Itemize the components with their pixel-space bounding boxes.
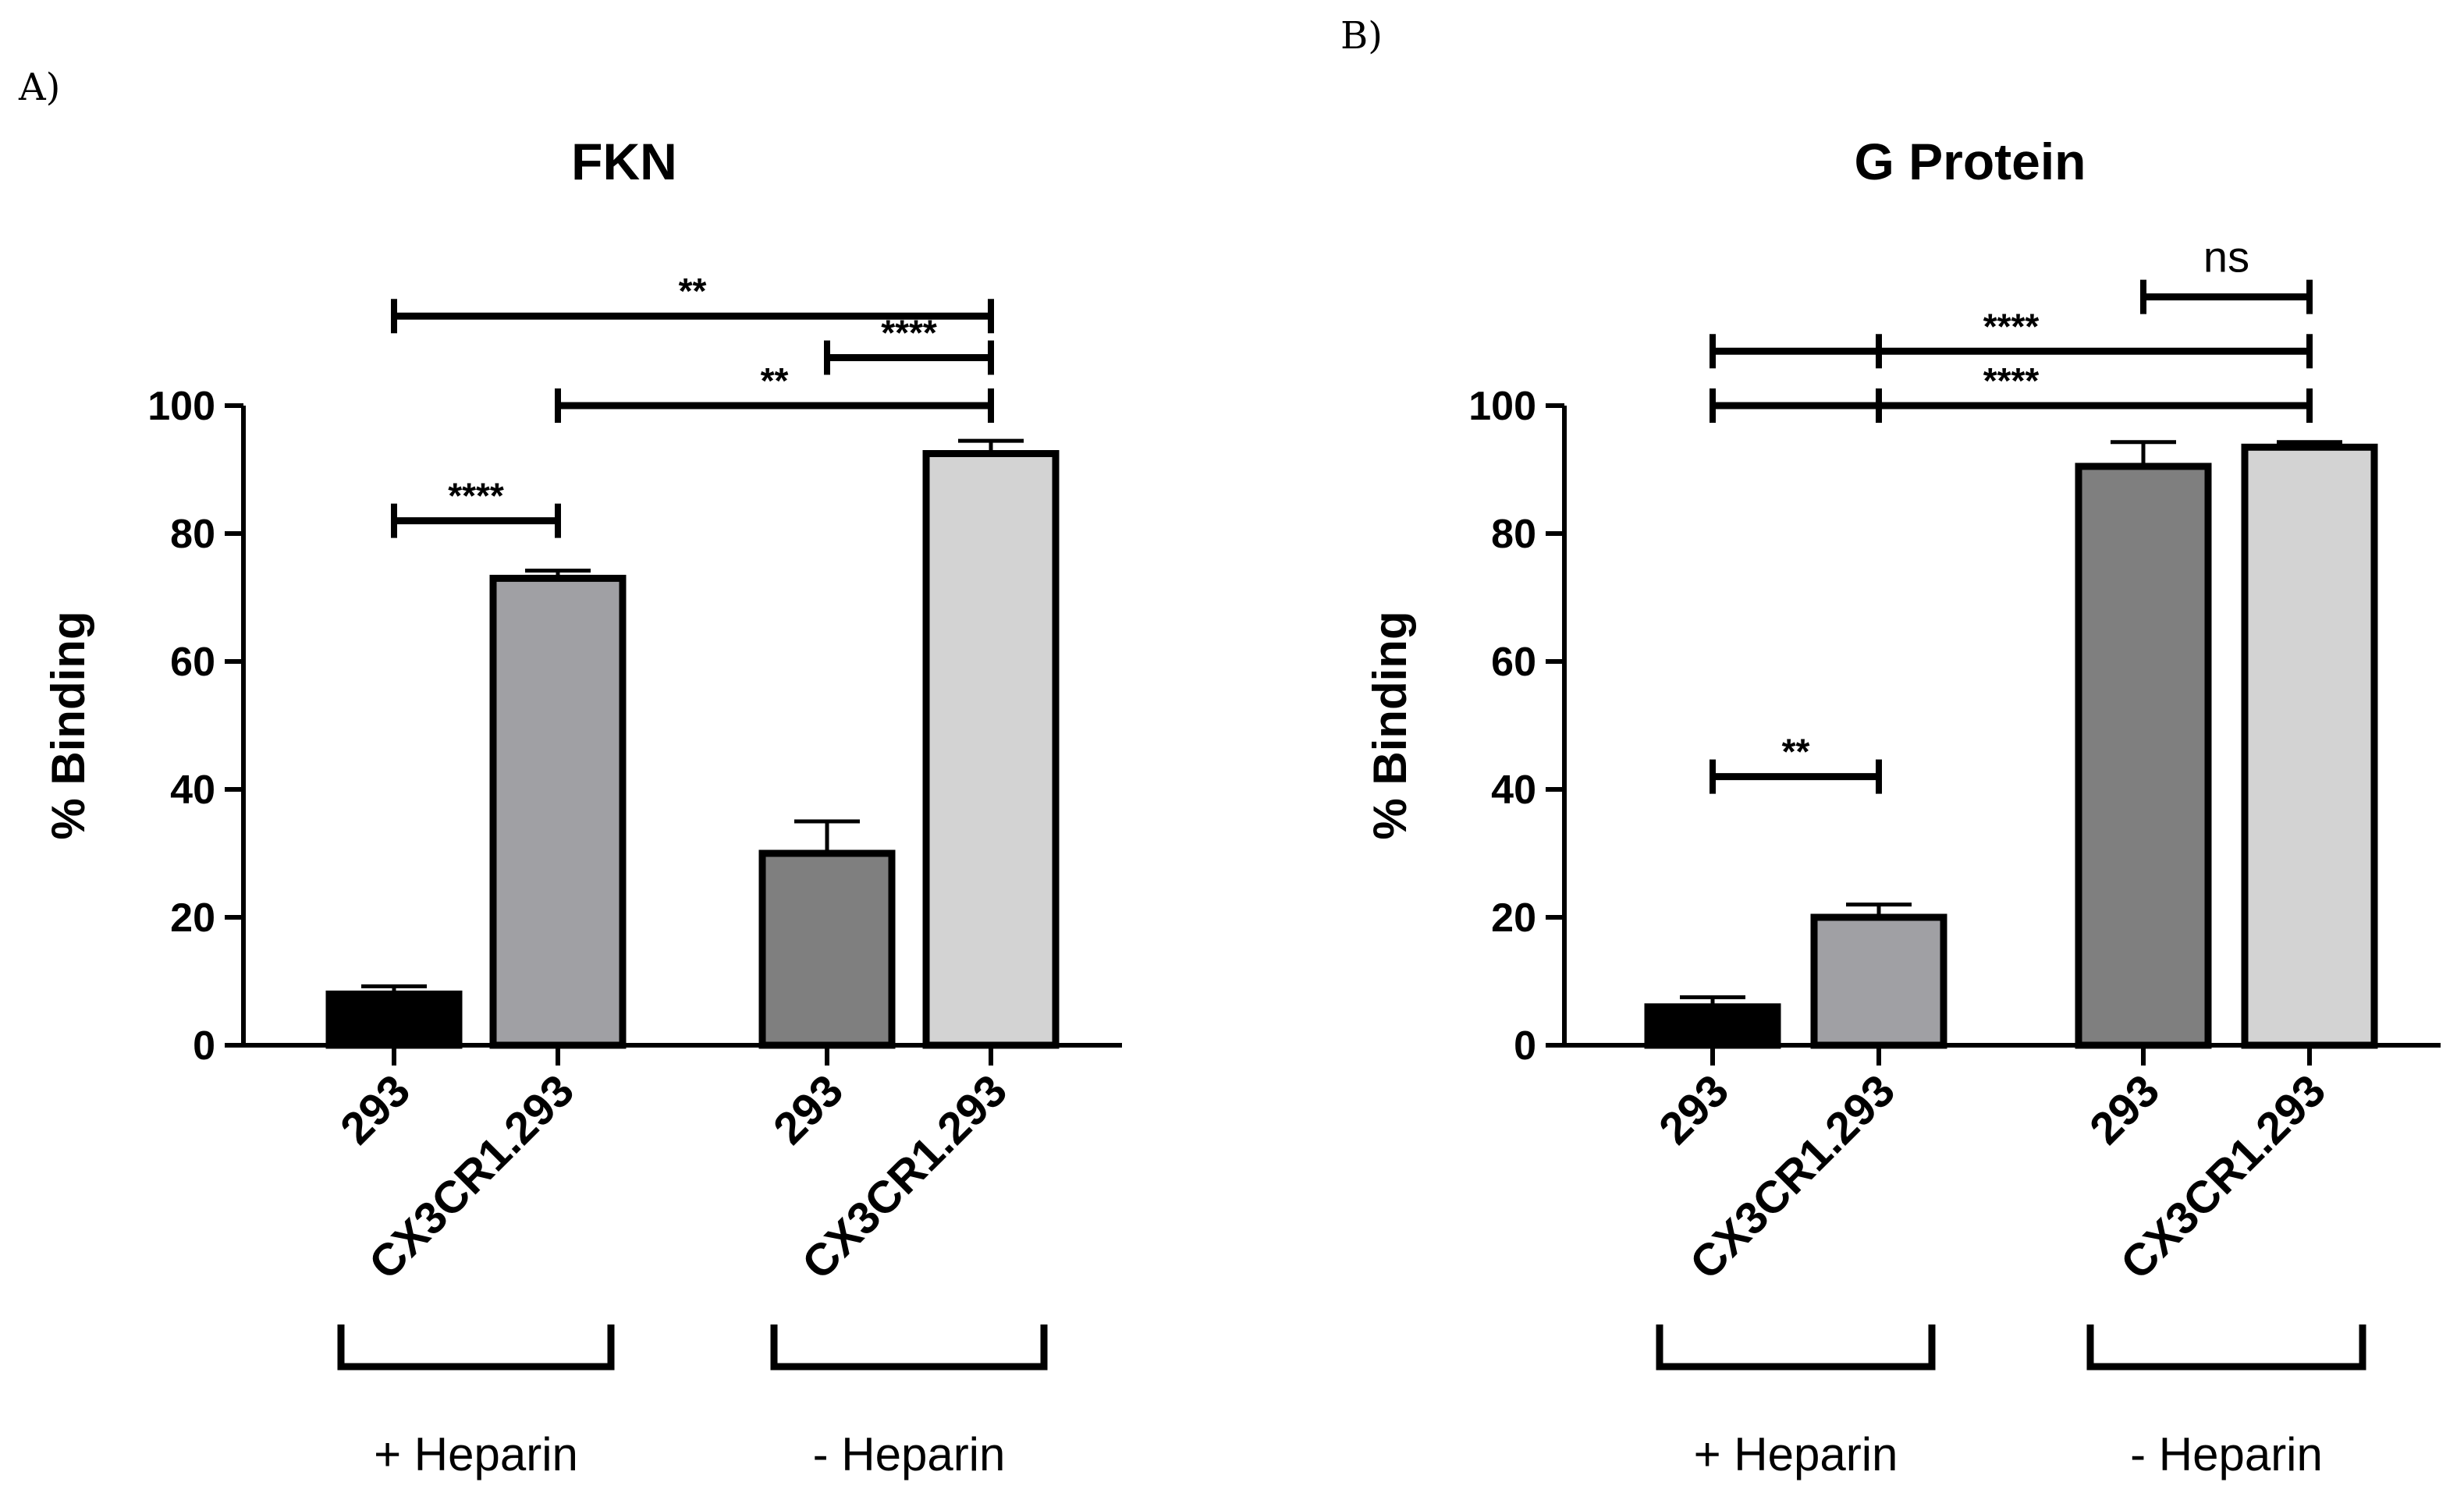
bar: [1810, 913, 1947, 1049]
group-bracket: [2086, 1324, 2366, 1371]
significance-label: **: [761, 360, 789, 401]
bar: [758, 849, 896, 1049]
significance-label: **: [1782, 732, 1810, 772]
bar: [2241, 443, 2378, 1049]
bar: [922, 450, 1060, 1049]
bar: [2075, 463, 2212, 1049]
y-axis-label: % Binding: [42, 611, 94, 839]
group-label: - Heparin: [813, 1428, 1006, 1480]
x-category-label: 293: [2080, 1065, 2169, 1154]
group-bracket: [1656, 1324, 1936, 1371]
group-label: + Heparin: [1694, 1428, 1898, 1480]
y-tick-label: 100: [1468, 384, 1536, 429]
chart-title: FKN: [571, 133, 677, 190]
significance-label: **: [679, 271, 707, 311]
significance-label: ****: [1983, 306, 2040, 346]
y-tick-label: 20: [170, 895, 215, 941]
panel-b: B)G Protein% Binding020406080100293CX3CR…: [1340, 14, 2441, 1480]
bar: [1644, 1003, 1781, 1049]
x-category-label: 293: [764, 1065, 853, 1154]
y-tick-label: 60: [170, 640, 215, 685]
significance-label: ns: [2203, 232, 2249, 282]
y-tick-label: 0: [1514, 1023, 1536, 1069]
x-category-label: 293: [331, 1065, 420, 1154]
chart-title: G Protein: [1854, 133, 2086, 190]
panel-label: B): [1340, 14, 1383, 58]
group-bracket: [337, 1324, 615, 1371]
y-axis-label: % Binding: [1364, 611, 1416, 839]
bar: [325, 990, 463, 1049]
y-tick-label: 40: [170, 768, 215, 813]
y-tick-label: 60: [1491, 640, 1536, 685]
y-tick-label: 80: [1491, 512, 1536, 557]
x-category-label: 293: [1649, 1065, 1738, 1154]
panel-label: A): [18, 66, 60, 109]
y-tick-label: 80: [170, 512, 215, 557]
significance-label: ****: [1983, 360, 2040, 401]
group-bracket: [770, 1324, 1048, 1371]
group-label: - Heparin: [2130, 1428, 2323, 1480]
y-tick-label: 100: [147, 384, 215, 429]
significance-label: ****: [448, 476, 504, 516]
bar: [489, 574, 627, 1049]
group-label: + Heparin: [374, 1428, 578, 1480]
y-tick-label: 40: [1491, 768, 1536, 813]
y-tick-label: 20: [1491, 895, 1536, 941]
y-tick-label: 0: [193, 1023, 215, 1069]
